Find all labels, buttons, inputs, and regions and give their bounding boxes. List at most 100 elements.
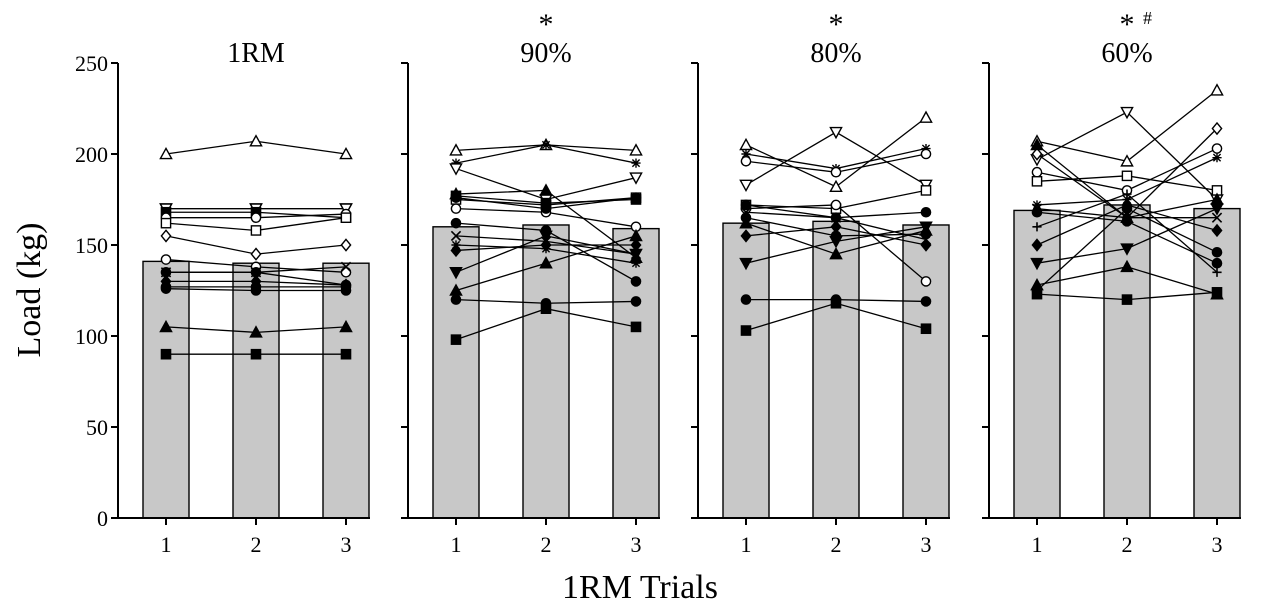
data-point bbox=[541, 244, 551, 254]
x-tick-label: 2 bbox=[541, 532, 552, 557]
x-tick-label: 3 bbox=[631, 532, 642, 557]
data-point bbox=[920, 228, 932, 240]
chart-panel: 0 50 100 150 200 250 1 2 3 1RM bbox=[75, 38, 370, 557]
data-point bbox=[630, 276, 642, 287]
data-point bbox=[829, 179, 843, 193]
data-point bbox=[450, 334, 462, 345]
data-point bbox=[920, 148, 932, 160]
data-point bbox=[250, 285, 262, 296]
data-point bbox=[250, 247, 262, 261]
data-point bbox=[1031, 166, 1043, 178]
x-tick-label: 1 bbox=[161, 532, 172, 557]
data-point bbox=[1032, 200, 1042, 210]
data-point bbox=[540, 197, 552, 209]
bar bbox=[1013, 209, 1061, 519]
data-point bbox=[160, 217, 172, 229]
data-point bbox=[541, 140, 551, 150]
data-point bbox=[631, 258, 641, 268]
bar bbox=[232, 262, 280, 519]
data-point bbox=[160, 254, 172, 265]
panel-title: 1RM bbox=[227, 38, 285, 69]
data-point bbox=[539, 256, 553, 269]
data-point bbox=[1032, 222, 1042, 232]
data-point bbox=[449, 143, 463, 156]
data-point bbox=[740, 212, 752, 223]
y-tick-label: 250 bbox=[75, 51, 108, 76]
data-point bbox=[250, 348, 262, 360]
data-point bbox=[1031, 285, 1043, 296]
x-tick-label: 3 bbox=[1212, 532, 1223, 557]
data-point bbox=[450, 190, 462, 202]
data-point bbox=[629, 172, 643, 185]
data-point bbox=[1121, 212, 1133, 223]
data-point bbox=[920, 276, 932, 287]
data-point bbox=[830, 199, 842, 211]
data-point bbox=[1121, 170, 1133, 182]
data-point bbox=[920, 206, 932, 218]
y-tick-label: 150 bbox=[75, 233, 108, 258]
data-point bbox=[450, 217, 462, 229]
data-point bbox=[1120, 259, 1134, 273]
chart-panel: 1 2 3 90%* bbox=[401, 8, 660, 557]
y-tick-label: 50 bbox=[86, 415, 108, 440]
data-point bbox=[921, 143, 931, 154]
panel-title: 90% bbox=[520, 38, 571, 69]
data-point bbox=[629, 143, 643, 156]
bar bbox=[522, 224, 570, 519]
data-point bbox=[1210, 83, 1224, 96]
data-point bbox=[740, 229, 752, 243]
data-point bbox=[739, 257, 753, 271]
significance-marker: * bbox=[1120, 8, 1135, 41]
significance-marker: * bbox=[829, 8, 844, 41]
significance-marker-secondary: # bbox=[1143, 8, 1152, 28]
data-point bbox=[159, 146, 173, 160]
data-point bbox=[631, 158, 641, 168]
data-point bbox=[539, 183, 553, 196]
data-point bbox=[451, 158, 461, 168]
data-point bbox=[449, 163, 463, 176]
bar bbox=[322, 262, 370, 519]
data-point bbox=[250, 225, 262, 236]
data-point bbox=[1120, 243, 1134, 256]
x-tick-label: 3 bbox=[341, 532, 352, 557]
data-point bbox=[1211, 257, 1223, 269]
data-point bbox=[740, 325, 752, 336]
x-tick-label: 1 bbox=[451, 532, 462, 557]
data-point bbox=[919, 110, 933, 123]
data-point bbox=[1211, 121, 1223, 136]
data-point bbox=[1121, 294, 1133, 305]
panel-title: 60% bbox=[1101, 38, 1152, 69]
data-point bbox=[630, 296, 642, 307]
data-point bbox=[1212, 267, 1222, 277]
data-point bbox=[249, 325, 263, 338]
x-tick-label: 3 bbox=[921, 532, 932, 557]
data-point bbox=[829, 126, 843, 140]
data-point bbox=[339, 319, 353, 333]
x-tick-label: 2 bbox=[831, 532, 842, 557]
data-point bbox=[829, 247, 843, 260]
data-point bbox=[1031, 238, 1043, 252]
data-point bbox=[1120, 154, 1134, 167]
data-point bbox=[1211, 212, 1223, 223]
data-point bbox=[449, 267, 463, 280]
data-point bbox=[540, 303, 552, 315]
data-point bbox=[830, 166, 842, 178]
data-point bbox=[1211, 287, 1223, 298]
data-point bbox=[1031, 203, 1043, 214]
data-point bbox=[830, 297, 842, 309]
data-point bbox=[451, 240, 461, 250]
x-tick-label: 1 bbox=[741, 532, 752, 557]
data-point bbox=[920, 296, 932, 307]
data-point bbox=[629, 248, 643, 262]
data-point bbox=[1120, 106, 1134, 120]
data-point bbox=[1030, 137, 1044, 151]
data-point bbox=[1030, 257, 1044, 271]
data-point bbox=[340, 285, 352, 296]
data-point bbox=[1122, 189, 1132, 199]
data-point bbox=[739, 179, 753, 192]
y-tick-label: 200 bbox=[75, 142, 108, 167]
data-point bbox=[920, 185, 932, 196]
data-point bbox=[160, 283, 172, 294]
